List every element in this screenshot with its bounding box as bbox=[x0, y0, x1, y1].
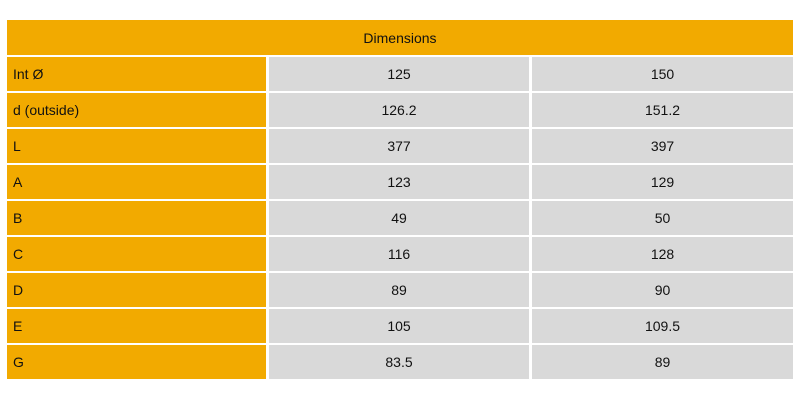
row-label: Int Ø bbox=[7, 57, 266, 91]
value-col-2: 151.2 bbox=[532, 93, 793, 127]
row-label: D bbox=[7, 273, 266, 307]
table-row: Int Ø 125 150 bbox=[7, 57, 793, 91]
table-row: C 116 128 bbox=[7, 237, 793, 271]
value-col-2: 50 bbox=[532, 201, 793, 235]
row-label: E bbox=[7, 309, 266, 343]
table-row: A 123 129 bbox=[7, 165, 793, 199]
table-row: G 83.5 89 bbox=[7, 345, 793, 379]
value-col-2: 90 bbox=[532, 273, 793, 307]
value-col-1: 126.2 bbox=[269, 93, 529, 127]
row-label: G bbox=[7, 345, 266, 379]
value-col-2: 129 bbox=[532, 165, 793, 199]
row-label: d (outside) bbox=[7, 93, 266, 127]
table-row: D 89 90 bbox=[7, 273, 793, 307]
table-row: B 49 50 bbox=[7, 201, 793, 235]
value-col-1: 49 bbox=[269, 201, 529, 235]
table-row: d (outside) 126.2 151.2 bbox=[7, 93, 793, 127]
value-col-1: 125 bbox=[269, 57, 529, 91]
table-row: E 105 109.5 bbox=[7, 309, 793, 343]
row-label: B bbox=[7, 201, 266, 235]
value-col-2: 128 bbox=[532, 237, 793, 271]
row-label: L bbox=[7, 129, 266, 163]
value-col-2: 109.5 bbox=[532, 309, 793, 343]
value-col-1: 105 bbox=[269, 309, 529, 343]
table-title: Dimensions bbox=[7, 20, 793, 55]
value-col-1: 116 bbox=[269, 237, 529, 271]
dimensions-table: Dimensions Int Ø 125 150 d (outside) 126… bbox=[7, 20, 793, 381]
value-col-1: 377 bbox=[269, 129, 529, 163]
value-col-2: 397 bbox=[532, 129, 793, 163]
table-row: L 377 397 bbox=[7, 129, 793, 163]
row-label: A bbox=[7, 165, 266, 199]
value-col-2: 150 bbox=[532, 57, 793, 91]
value-col-2: 89 bbox=[532, 345, 793, 379]
row-label: C bbox=[7, 237, 266, 271]
value-col-1: 83.5 bbox=[269, 345, 529, 379]
value-col-1: 123 bbox=[269, 165, 529, 199]
value-col-1: 89 bbox=[269, 273, 529, 307]
